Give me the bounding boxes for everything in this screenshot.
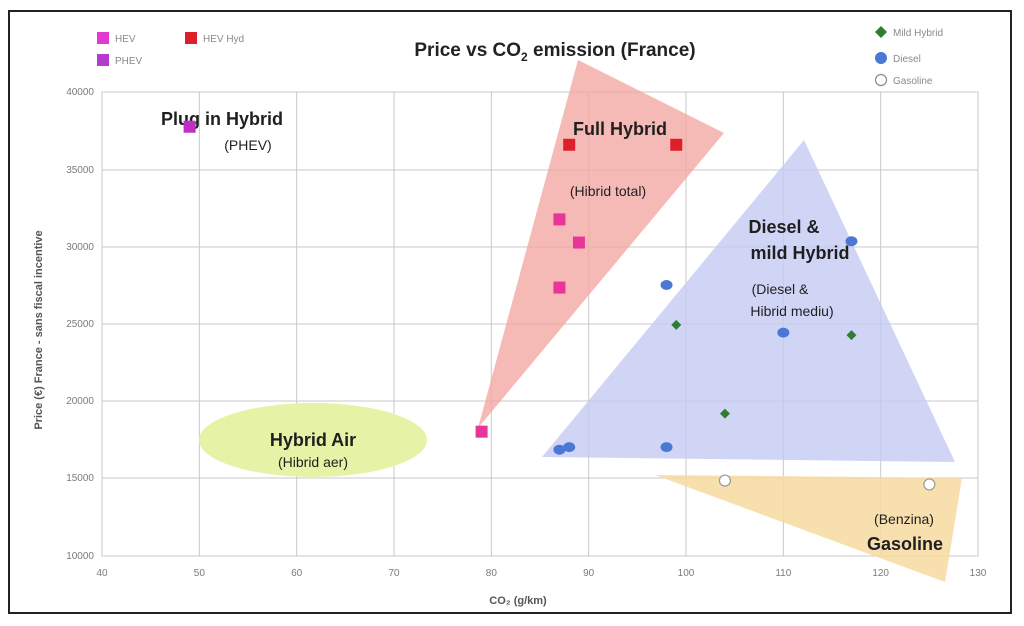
legend-label: Diesel bbox=[893, 54, 921, 65]
plug-in-hybrid-label: Plug in Hybrid bbox=[161, 109, 283, 129]
point-hev-hyd bbox=[670, 138, 683, 151]
full-hybrid-sublabel: (Hibrid total) bbox=[570, 183, 646, 199]
full-hybrid-label: Full Hybrid bbox=[573, 119, 667, 139]
point-hev bbox=[475, 425, 488, 438]
point-mild-hybrid bbox=[719, 408, 730, 419]
region-hybrid-air bbox=[199, 403, 427, 477]
x-tick-label: 130 bbox=[970, 568, 987, 579]
point-hev bbox=[572, 236, 585, 249]
legend-marker-diesel bbox=[875, 52, 887, 64]
diesel-sublabel-line2: Hibrid mediu) bbox=[750, 303, 833, 319]
point-diesel bbox=[777, 327, 790, 338]
y-tick-label: 20000 bbox=[66, 396, 94, 407]
legend-marker-mild-hybrid bbox=[875, 26, 887, 38]
x-tick-label: 50 bbox=[194, 568, 206, 579]
legend-marker-hev bbox=[97, 32, 109, 44]
y-tick-label: 35000 bbox=[66, 165, 94, 176]
data-points bbox=[183, 120, 936, 491]
hybrid-air-sublabel: (Hibrid aer) bbox=[278, 454, 348, 470]
x-tick-label: 40 bbox=[96, 568, 108, 579]
legend-label: Gasoline bbox=[893, 76, 933, 87]
gasoline-sublabel: (Benzina) bbox=[874, 511, 934, 527]
legend-label: HEV Hyd bbox=[203, 34, 244, 45]
x-tick-label: 80 bbox=[486, 568, 498, 579]
point-diesel bbox=[660, 280, 673, 290]
y-tick-label: 15000 bbox=[66, 473, 94, 484]
point-hev-hyd bbox=[563, 138, 576, 151]
chart-title: Price vs CO2 emission (France) bbox=[414, 40, 695, 64]
point-mild-hybrid bbox=[671, 319, 682, 330]
diesel-label-line2: mild Hybrid bbox=[750, 243, 849, 263]
x-axis-label: CO₂ (g/km) bbox=[489, 595, 547, 607]
diesel-label-line1: Diesel & bbox=[748, 217, 819, 237]
diesel-sublabel-line1: (Diesel & bbox=[752, 281, 809, 297]
point-diesel bbox=[660, 442, 673, 453]
legend-label: Mild Hybrid bbox=[893, 28, 943, 39]
legend-label: HEV bbox=[115, 34, 136, 45]
x-tick-label: 70 bbox=[388, 568, 400, 579]
x-tick-label: 100 bbox=[678, 568, 695, 579]
legend-label: PHEV bbox=[115, 56, 143, 67]
legend: HEV HEV Hyd PHEV Mild Hybrid Diesel Gasoline bbox=[97, 26, 943, 87]
y-tick-label: 30000 bbox=[66, 242, 94, 253]
gasoline-label: Gasoline bbox=[867, 534, 943, 554]
point-gasoline bbox=[923, 478, 936, 491]
y-tick-label: 25000 bbox=[66, 319, 94, 330]
point-hev bbox=[553, 213, 566, 226]
axis-ticks: 40 50 60 70 80 90 100 110 120 130 10000 15000 20000 2… bbox=[66, 87, 987, 579]
legend-marker-gasoline bbox=[874, 73, 888, 87]
x-tick-label: 90 bbox=[583, 568, 595, 579]
point-hev bbox=[553, 281, 566, 294]
point-diesel bbox=[845, 236, 858, 247]
point-gasoline bbox=[718, 474, 732, 487]
legend-marker-hev-hyd bbox=[185, 32, 197, 44]
legend-marker-phev bbox=[97, 54, 109, 66]
x-tick-label: 110 bbox=[775, 568, 791, 579]
x-tick-label: 120 bbox=[872, 568, 889, 579]
point-mild-hybrid bbox=[846, 330, 857, 341]
x-tick-label: 60 bbox=[291, 568, 303, 579]
point-diesel bbox=[563, 442, 576, 453]
plug-in-hybrid-sublabel: (PHEV) bbox=[224, 137, 271, 153]
hybrid-air-label: Hybrid Air bbox=[270, 430, 356, 450]
region-diesel-mild-hybrid bbox=[542, 140, 955, 462]
y-axis-label: Price (€) France - sans fiscal incentive bbox=[33, 230, 45, 429]
y-tick-label: 10000 bbox=[66, 551, 94, 562]
y-tick-label: 40000 bbox=[66, 87, 94, 98]
point-diesel bbox=[553, 444, 566, 455]
point-phev bbox=[183, 120, 196, 133]
region-gasoline bbox=[655, 475, 962, 582]
region-full-hybrid bbox=[478, 60, 724, 428]
